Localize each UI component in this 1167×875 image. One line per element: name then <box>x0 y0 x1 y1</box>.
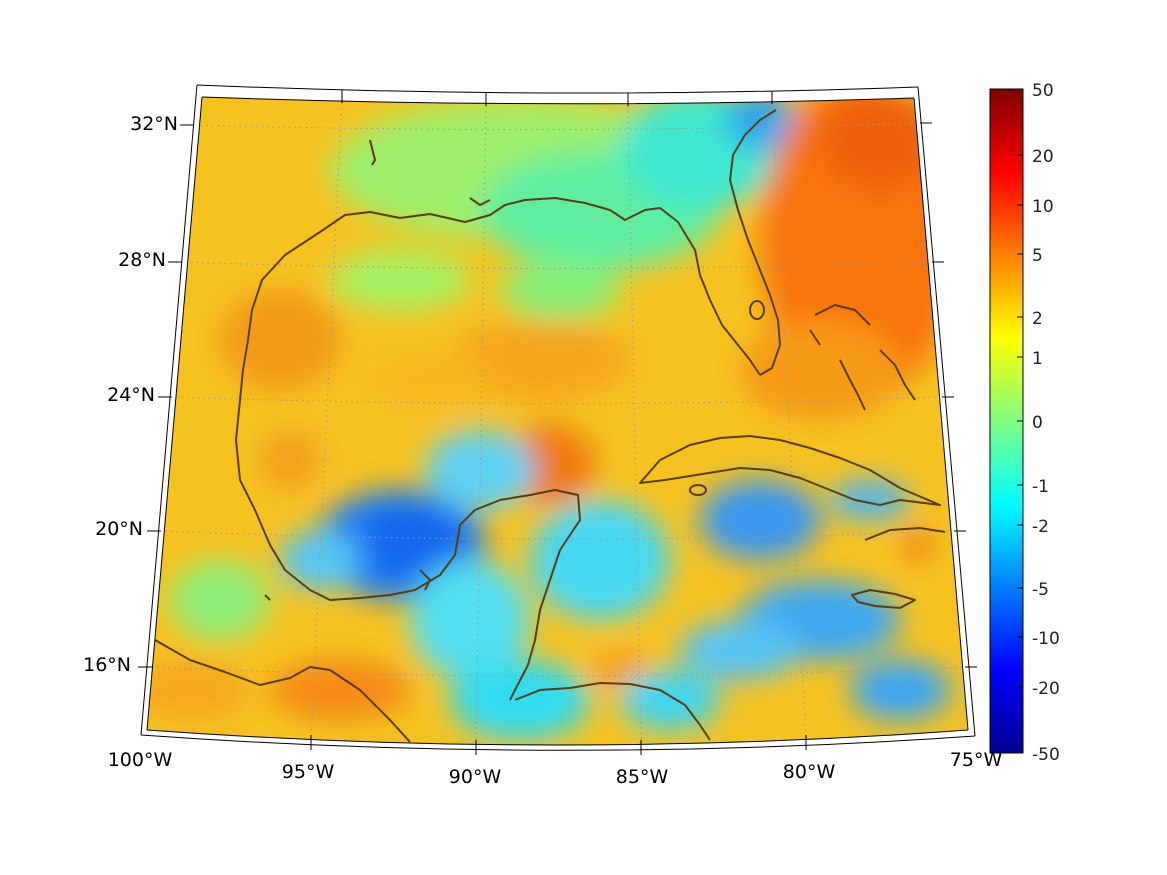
colorbar-tick-2: 2 <box>1032 309 1043 329</box>
latitude-labels: 32°N 28°N 24°N 20°N 16°N <box>83 113 178 676</box>
colorbar-tick-neg20: -20 <box>1032 679 1060 699</box>
lat-label-28: 28°N <box>118 249 166 271</box>
lon-label-100: 100°W <box>108 749 173 771</box>
longitude-labels: 100°W 95°W 90°W 85°W 80°W 75°W <box>108 749 1003 788</box>
colorbar-tick-neg2: -2 <box>1032 517 1049 537</box>
colorbar-tick-neg1: -1 <box>1032 477 1049 497</box>
lat-label-24: 24°N <box>107 384 155 406</box>
lon-label-80: 80°W <box>783 761 836 783</box>
lon-label-75: 75°W <box>950 749 1003 771</box>
colorbar-tick-neg50: -50 <box>1032 745 1060 765</box>
data-field <box>147 97 968 745</box>
colorbar: 50 20 10 5 2 1 0 -1 -2 -5 -10 -20 -50 <box>989 81 1060 765</box>
map-frame <box>138 84 977 755</box>
coastlines <box>154 109 946 743</box>
colorbar-tick-5: 5 <box>1032 246 1043 266</box>
lat-label-32: 32°N <box>130 113 178 135</box>
colorbar-tick-20: 20 <box>1032 147 1054 167</box>
lat-label-20: 20°N <box>95 518 143 540</box>
lon-label-90: 90°W <box>449 766 502 788</box>
colorbar-tick-0: 0 <box>1032 413 1043 433</box>
lat-label-16: 16°N <box>83 654 131 676</box>
lon-label-95: 95°W <box>282 761 335 783</box>
lon-label-85: 85°W <box>616 766 669 788</box>
colorbar-tick-50: 50 <box>1032 81 1054 101</box>
colorbar-tick-10: 10 <box>1032 197 1054 217</box>
colorbar-tick-neg10: -10 <box>1032 629 1060 649</box>
colorbar-tick-neg5: -5 <box>1032 580 1049 600</box>
graticule <box>151 97 966 745</box>
colorbar-tick-1: 1 <box>1032 349 1043 369</box>
